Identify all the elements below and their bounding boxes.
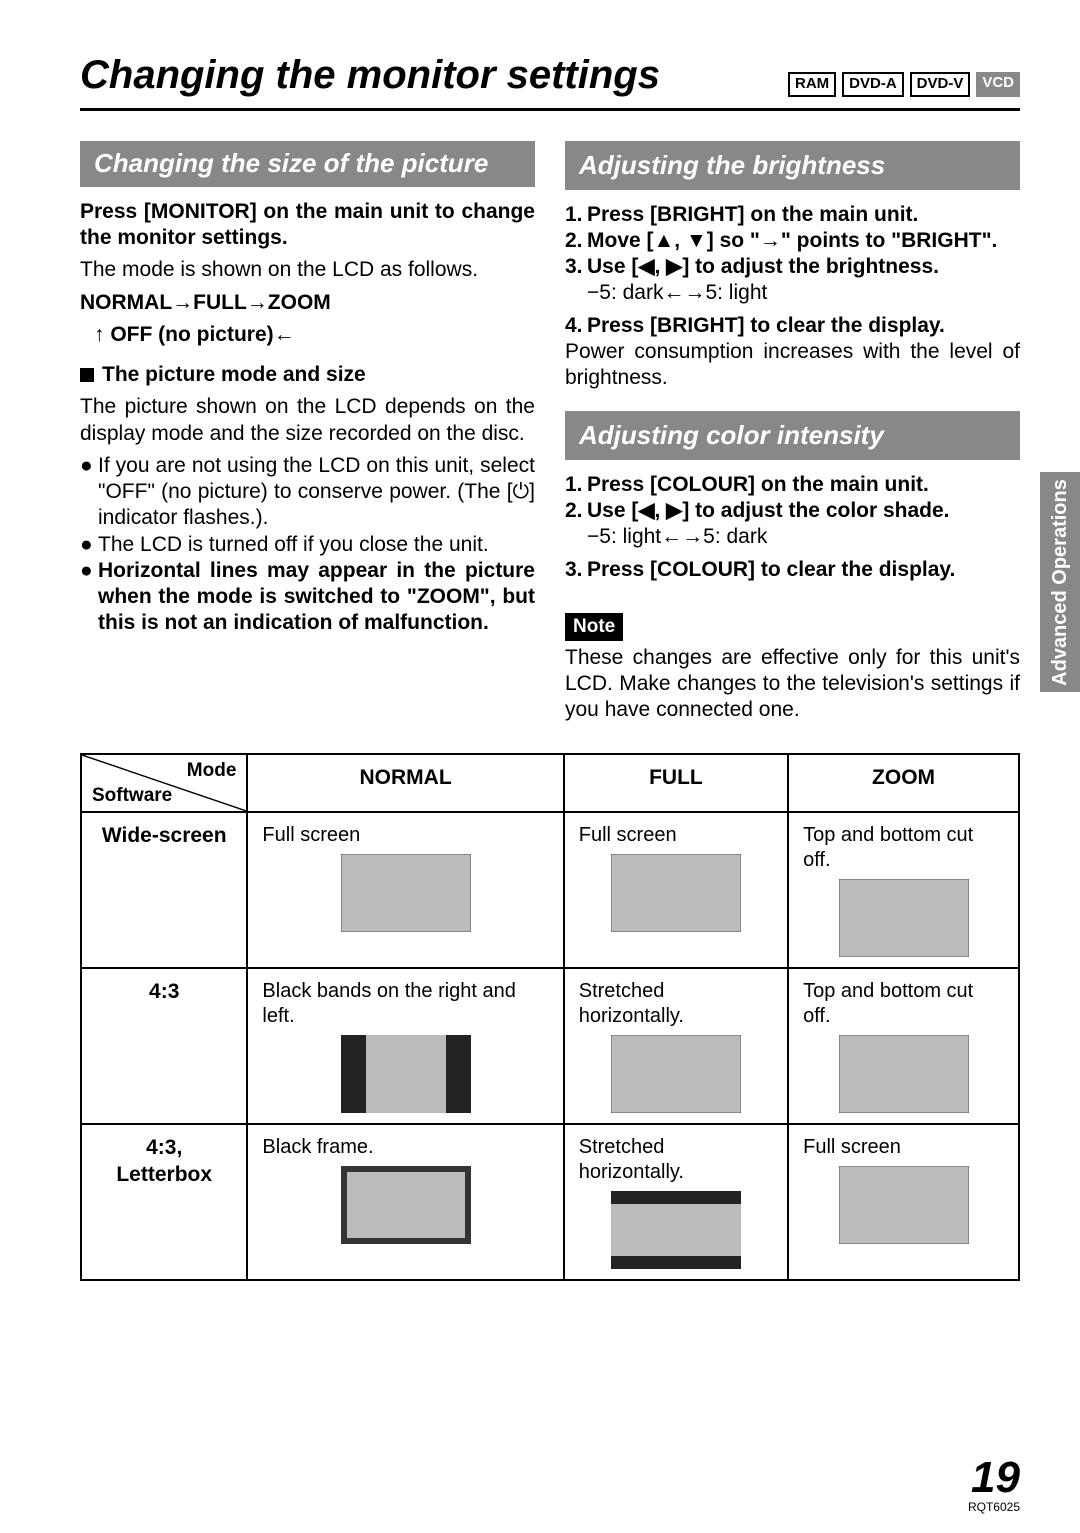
thumb-icon (839, 1035, 969, 1113)
bright-step4: Press [BRIGHT] to clear the display. (587, 313, 945, 339)
thumb-icon (341, 854, 471, 932)
thumb-icon (611, 854, 741, 932)
page-number: 19 (971, 1450, 1020, 1505)
bullet-zoom-lines: ●Horizontal lines may appear in the pict… (80, 558, 535, 637)
subhead-picture-mode: The picture mode and size (80, 362, 535, 388)
format-badges: RAM DVD-A DVD-V VCD (788, 72, 1020, 97)
heading-color: Adjusting color intensity (565, 411, 1020, 460)
badge-vcd: VCD (976, 72, 1020, 97)
color-range: −5: light←→5: dark (565, 524, 1020, 550)
col-full: FULL (564, 754, 788, 812)
side-tab: Advanced Operations (1040, 472, 1080, 692)
badge-dvda: DVD-A (842, 72, 904, 97)
p-off-loop: ↑ OFF (no picture)← (80, 322, 535, 348)
badge-dvdv: DVD-V (910, 72, 971, 97)
page-header: Changing the monitor settings RAM DVD-A … (80, 50, 1020, 100)
left-column: Changing the size of the picture Press [… (80, 141, 535, 729)
note-block: Note These changes are effective only fo… (565, 613, 1020, 724)
row-letterbox: 4:3, Letterbox Black frame. Stretched ho… (81, 1124, 1019, 1280)
mode-table: Mode Software NORMAL FULL ZOOM Wide-scre… (80, 753, 1020, 1281)
bullet-off: ●If you are not using the LCD on this un… (80, 453, 535, 532)
brightness-steps: 1.Press [BRIGHT] on the main unit. 2.Mov… (565, 202, 1020, 281)
row-4-3: 4:3 Black bands on the right and left. S… (81, 968, 1019, 1124)
page-title: Changing the monitor settings (80, 50, 660, 100)
bright-note: Power consumption increases with the lev… (565, 339, 1020, 392)
right-column: Adjusting the brightness 1.Press [BRIGHT… (565, 141, 1020, 729)
col-normal: NORMAL (247, 754, 563, 812)
thumb-icon (839, 879, 969, 957)
p-mode-cycle: NORMAL→FULL→ZOOM (80, 290, 535, 316)
content-columns: Changing the size of the picture Press [… (80, 141, 1020, 729)
p-depends-on: The picture shown on the LCD depends on … (80, 394, 535, 447)
header-rule (80, 108, 1020, 111)
note-text: These changes are effective only for thi… (565, 645, 1020, 724)
color-steps: 1.Press [COLOUR] on the main unit. 2.Use… (565, 472, 1020, 525)
heading-picture-size: Changing the size of the picture (80, 141, 535, 187)
bright-range: −5: dark←→5: light (565, 280, 1020, 306)
note-label: Note (565, 613, 623, 641)
thumb-icon (611, 1035, 741, 1113)
col-zoom: ZOOM (788, 754, 1019, 812)
thumb-icon (341, 1166, 471, 1244)
thumb-icon (839, 1166, 969, 1244)
heading-brightness: Adjusting the brightness (565, 141, 1020, 190)
corner-cell: Mode Software (81, 754, 247, 812)
bullet-close: ●The LCD is turned off if you close the … (80, 532, 535, 558)
row-widescreen: Wide-screen Full screen Full screen Top … (81, 812, 1019, 968)
p-press-monitor: Press [MONITOR] on the main unit to chan… (80, 199, 535, 252)
badge-ram: RAM (788, 72, 836, 97)
doc-code: RQT6025 (968, 1500, 1020, 1515)
p-mode-shown: The mode is shown on the LCD as follows. (80, 257, 535, 283)
color-step3: Press [COLOUR] to clear the display. (587, 557, 955, 583)
